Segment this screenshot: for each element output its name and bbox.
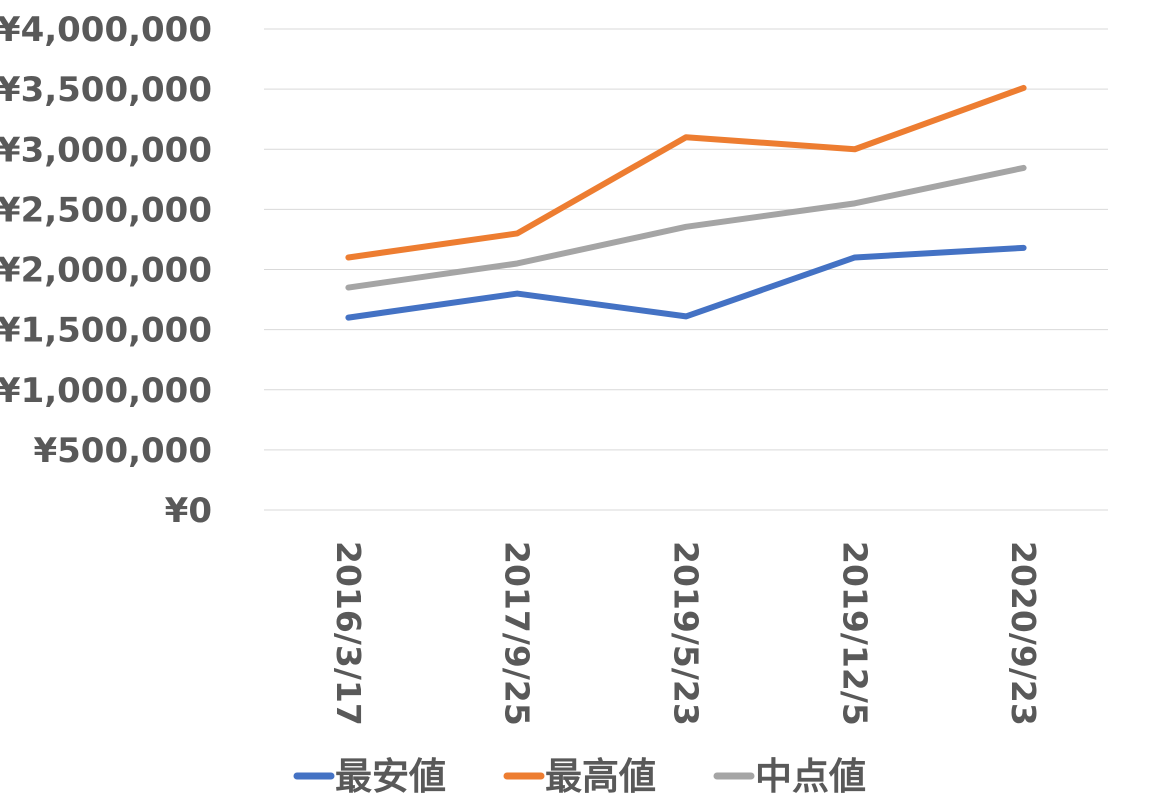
x-tick-label: 2016/3/17	[329, 541, 368, 726]
y-tick-label: ¥500,000	[33, 431, 212, 471]
y-tick-label: ¥0	[165, 491, 212, 531]
x-tick-label: 2019/12/5	[835, 541, 874, 726]
gridlines	[264, 28, 1108, 511]
y-tick-label: ¥4,000,000	[0, 10, 212, 50]
legend-label: 最高値	[545, 755, 656, 798]
legend-label: 中点値	[755, 755, 866, 798]
y-tick-label: ¥3,500,000	[0, 70, 212, 110]
x-tick-label: 2020/9/23	[1004, 541, 1043, 726]
series-line	[345, 244, 1027, 321]
x-tick-label: 2019/5/23	[667, 541, 706, 726]
x-tick-label: 2017/9/25	[498, 541, 537, 726]
legend: 最安値 最高値 中点値	[293, 755, 866, 798]
y-tick-label: ¥1,000,000	[0, 371, 212, 411]
y-tick-label: ¥1,500,000	[0, 311, 212, 351]
y-tick-label: ¥3,000,000	[0, 130, 212, 170]
legend-label: 最安値	[335, 755, 446, 798]
y-tick-label: ¥2,000,000	[0, 251, 212, 291]
series-lines	[345, 84, 1027, 321]
x-axis-ticks: 2016/3/17 2017/9/25 2019/5/23 2019/12/5 2020…	[329, 541, 1043, 726]
y-tick-label: ¥2,500,000	[0, 190, 212, 230]
y-axis-ticks: ¥0 ¥500,000 ¥1,000,000 ¥1,500,000 ¥2,000,000…	[0, 10, 212, 531]
series-line	[345, 84, 1027, 261]
